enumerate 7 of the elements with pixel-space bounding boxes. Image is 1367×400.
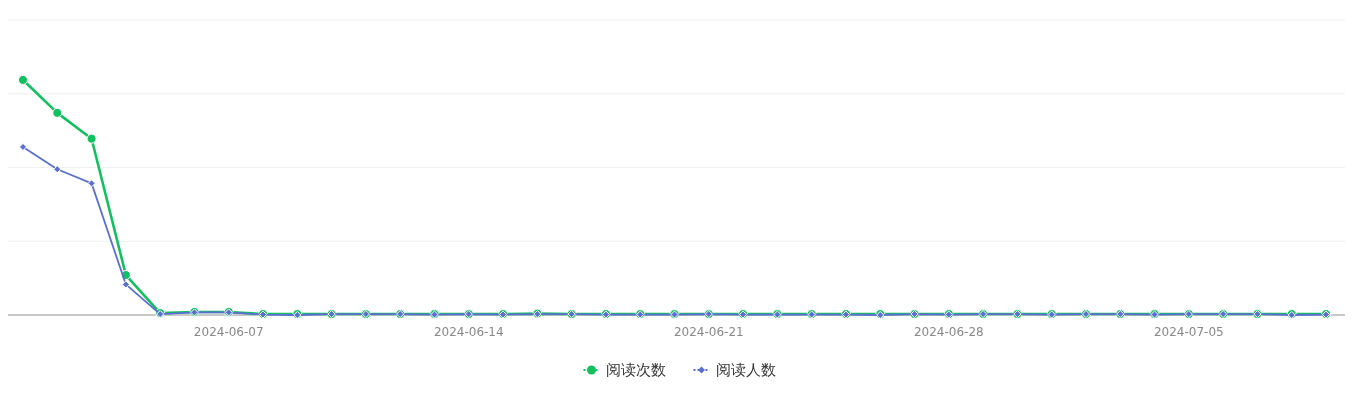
x-tick-label: 2024-07-05: [1153, 325, 1224, 339]
x-tick-label: 2024-06-21: [673, 325, 744, 339]
x-tick-label: 2024-06-14: [433, 325, 504, 339]
x-tick-label: 2024-06-07: [193, 325, 264, 339]
x-tick-label: 2024-06-28: [913, 325, 984, 339]
legend-label: 阅读人数: [715, 361, 776, 379]
legend-label: 阅读次数: [605, 361, 666, 379]
